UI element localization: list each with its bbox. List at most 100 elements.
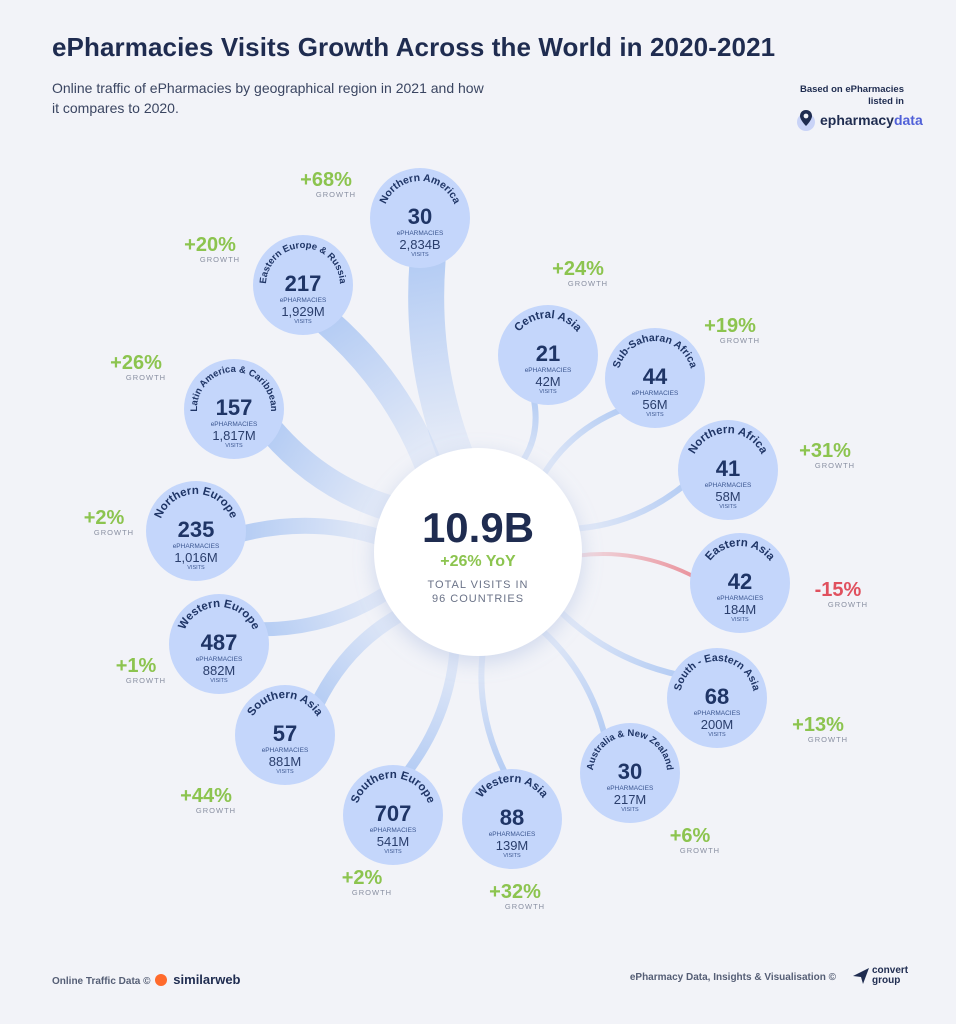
region-visits-unit: VISITS <box>210 678 228 684</box>
region-epharmacies-unit: ePHARMACIES <box>211 421 258 428</box>
similarweb-icon <box>155 974 168 986</box>
region-visits: 541M <box>377 834 410 849</box>
region-growth-label-latin-america-caribbean: GROWTH <box>126 373 166 382</box>
region-growth-label-southern-asia: GROWTH <box>196 806 236 815</box>
region-bubble <box>184 359 284 459</box>
region-epharmacies-count: 88 <box>500 805 524 830</box>
region-south-eastern-asia: South - Eastern Asia68ePHARMACIES200MVIS… <box>667 648 767 748</box>
region-bubble <box>678 420 778 520</box>
region-growth-label-northern-africa: GROWTH <box>815 461 855 470</box>
region-growth-australia-new-zealand: +6% <box>670 825 711 847</box>
chart-subtitle: Online traffic of ePharmacies by geograp… <box>52 80 484 116</box>
region-epharmacies-unit: ePHARMACIES <box>632 390 679 397</box>
region-epharmacies-count: 44 <box>643 364 668 389</box>
region-visits-unit: VISITS <box>719 504 737 510</box>
region-visits-unit: VISITS <box>384 849 402 855</box>
region-epharmacies-count: 42 <box>728 569 752 594</box>
region-epharmacies-count: 235 <box>178 517 215 542</box>
region-epharmacies-count: 30 <box>618 759 642 784</box>
region-growth-label-northern-europe: GROWTH <box>94 528 134 537</box>
region-epharmacies-unit: ePHARMACIES <box>607 785 654 792</box>
region-growth-southern-europe: +2% <box>342 867 383 889</box>
region-latin-america-caribbean: Latin America & Caribbean157ePHARMACIES1… <box>184 359 284 459</box>
region-epharmacies-unit: ePHARMACIES <box>705 482 752 489</box>
region-growth-western-europe: +1% <box>116 655 157 677</box>
region-visits: 882M <box>203 663 236 678</box>
region-bubble <box>667 648 767 748</box>
region-visits: 217M <box>614 792 647 807</box>
region-growth-label-western-asia: GROWTH <box>505 902 545 911</box>
region-epharmacies-count: 21 <box>536 341 560 366</box>
region-epharmacies-count: 57 <box>273 721 297 746</box>
total-label-line-1: TOTAL VISITS IN <box>428 579 529 591</box>
region-visits: 42M <box>535 374 560 389</box>
region-eastern-europe-russia: Eastern Europe & Russia217ePHARMACIES1,9… <box>253 235 353 335</box>
region-visits: 2,834B <box>399 237 440 252</box>
total-visits-value: 10.9B <box>422 504 534 551</box>
region-bubble <box>169 594 269 694</box>
region-visits-unit: VISITS <box>646 412 664 418</box>
region-visits: 1,929M <box>281 304 324 319</box>
region-visits-unit: VISITS <box>731 617 749 623</box>
region-growth-label-northern-america: GROWTH <box>316 190 356 199</box>
region-growth-southern-asia: +44% <box>180 785 232 807</box>
region-visits-unit: VISITS <box>503 853 521 859</box>
region-epharmacies-unit: ePHARMACIES <box>694 710 741 717</box>
region-growth-label-southern-europe: GROWTH <box>352 888 392 897</box>
region-visits: 1,016M <box>174 550 217 565</box>
convertgroup-arrow-icon <box>853 968 869 984</box>
region-growth-northern-africa: +31% <box>799 440 851 462</box>
region-epharmacies-count: 30 <box>408 204 432 229</box>
region-visits-unit: VISITS <box>294 319 312 325</box>
region-growth-northern-america: +68% <box>300 169 352 191</box>
footer-left-text: Online Traffic Data © <box>52 976 151 987</box>
region-growth-label-south-eastern-asia: GROWTH <box>808 735 848 744</box>
region-epharmacies-unit: ePHARMACIES <box>262 747 309 754</box>
region-bubble <box>235 685 335 785</box>
region-epharmacies-unit: ePHARMACIES <box>173 543 220 550</box>
region-growth-label-eastern-europe-russia: GROWTH <box>200 255 240 264</box>
region-bubble <box>146 481 246 581</box>
region-visits-unit: VISITS <box>708 732 726 738</box>
region-bubble <box>462 769 562 869</box>
source-note: Based on ePharmacies listed in <box>724 84 904 108</box>
region-growth-south-eastern-asia: +13% <box>792 714 844 736</box>
region-epharmacies-unit: ePHARMACIES <box>717 595 764 602</box>
region-bubble <box>605 328 705 428</box>
region-bubble <box>370 168 470 268</box>
region-visits: 56M <box>642 397 667 412</box>
footer-traffic-credit: Online Traffic Data © similarweb <box>52 972 241 987</box>
region-growth-eastern-asia: -15% <box>815 579 862 601</box>
region-epharmacies-count: 217 <box>285 271 322 296</box>
region-bubble <box>690 533 790 633</box>
region-bubble <box>498 305 598 405</box>
region-australia-new-zealand: Australia & New Zealand30ePHARMACIES217M… <box>580 723 680 823</box>
region-visits-unit: VISITS <box>276 769 294 775</box>
region-visits-unit: VISITS <box>539 389 557 395</box>
region-epharmacies-count: 157 <box>216 395 253 420</box>
region-growth-western-asia: +32% <box>489 881 541 903</box>
location-pin-icon <box>797 110 815 131</box>
source-line-1: Based on ePharmacies <box>799 84 904 95</box>
region-visits: 58M <box>715 489 740 504</box>
region-bubble <box>580 723 680 823</box>
region-growth-label-sub-saharan-africa: GROWTH <box>720 336 760 345</box>
region-visits-unit: VISITS <box>187 565 205 571</box>
region-bubble <box>253 235 353 335</box>
region-epharmacies-count: 487 <box>201 630 238 655</box>
region-growth-latin-america-caribbean: +26% <box>110 352 162 374</box>
footer-right-text: ePharmacy Data, Insights & Visualisation… <box>629 972 836 983</box>
region-visits-unit: VISITS <box>621 807 639 813</box>
region-epharmacies-count: 41 <box>716 456 740 481</box>
region-bubble <box>343 765 443 865</box>
region-northern-america: Northern America30ePHARMACIES2,834BVISIT… <box>370 168 470 268</box>
chart-title: ePharmacies Visits Growth Across the Wor… <box>52 32 776 62</box>
